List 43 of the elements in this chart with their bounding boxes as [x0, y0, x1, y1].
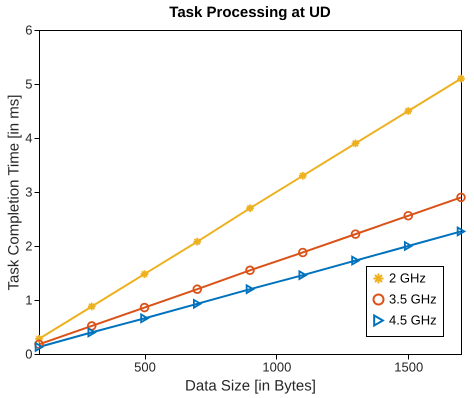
- point: [403, 210, 414, 221]
- point: [403, 106, 414, 116]
- point: [350, 138, 360, 148]
- y-tick-label: 0: [25, 346, 32, 362]
- point: [140, 269, 150, 279]
- point: [351, 256, 360, 266]
- point: [34, 340, 44, 350]
- x-tick-label: 1500: [394, 360, 424, 374]
- y-tick-label: 3: [25, 184, 32, 200]
- y-tick-label: 6: [25, 22, 32, 38]
- legend-label: 4.5 GHz: [389, 312, 437, 328]
- point: [298, 171, 308, 181]
- point: [140, 314, 149, 324]
- point: [246, 284, 254, 294]
- point: [245, 266, 255, 276]
- point: [86, 302, 97, 312]
- point: [298, 270, 308, 280]
- x-tick-label: 500: [134, 360, 156, 374]
- point: [456, 226, 466, 236]
- point: [298, 248, 308, 258]
- x-tick-label: 1000: [262, 360, 292, 374]
- point: [245, 203, 255, 213]
- point: [140, 302, 150, 312]
- point: [404, 241, 413, 251]
- point: [87, 328, 96, 338]
- point: [456, 74, 466, 84]
- point: [34, 334, 44, 344]
- point: [86, 321, 97, 331]
- y-axis-title: Task Completion Time [in ms]: [5, 94, 22, 290]
- y-tick-label: 4: [25, 130, 32, 146]
- y-tick-label: 2: [25, 238, 32, 254]
- point: [192, 299, 202, 309]
- point: [34, 342, 44, 352]
- point: [456, 192, 466, 202]
- legend-label: 3.5 GHz: [389, 292, 437, 306]
- legend-label: 2 GHz: [389, 270, 426, 286]
- y-tick-label: 5: [25, 76, 32, 92]
- chart-title: Task Processing at UD: [169, 4, 331, 21]
- point: [350, 229, 360, 239]
- x-axis-title: Data Size [in Bytes]: [185, 378, 316, 394]
- point: [192, 284, 202, 294]
- y-tick-label: 1: [25, 292, 32, 308]
- point: [192, 236, 202, 246]
